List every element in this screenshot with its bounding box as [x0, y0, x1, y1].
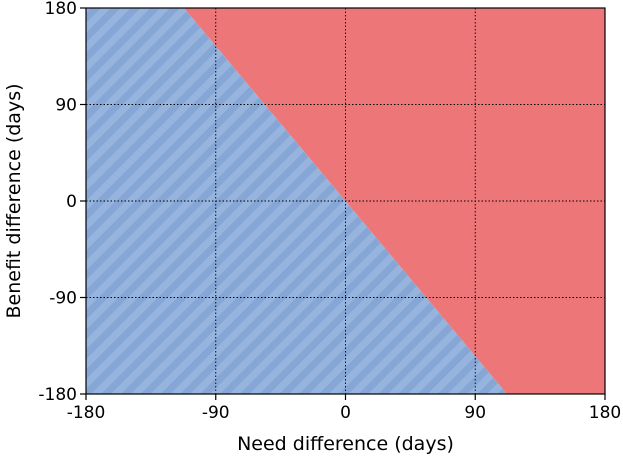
x-tick-label: 90	[464, 403, 486, 423]
y-tick-label: 0	[66, 192, 77, 212]
grid-lines	[86, 8, 605, 394]
x-tick-label: 180	[589, 403, 621, 423]
x-axis-label: Need difference (days)	[237, 433, 454, 455]
y-tick-label: 180	[45, 0, 77, 19]
y-tick-label: -90	[49, 289, 77, 309]
x-tick-label: -90	[202, 403, 230, 423]
x-tick-label: -180	[67, 403, 106, 423]
y-axis-label: Benefit difference (days)	[3, 83, 25, 318]
y-tick-label: -180	[38, 385, 77, 405]
x-tick-label: 0	[340, 403, 351, 423]
axis-ticks: -180 -90 0 90 180 -180 -90 0 90 180	[38, 0, 621, 423]
y-tick-label: 90	[55, 96, 77, 116]
